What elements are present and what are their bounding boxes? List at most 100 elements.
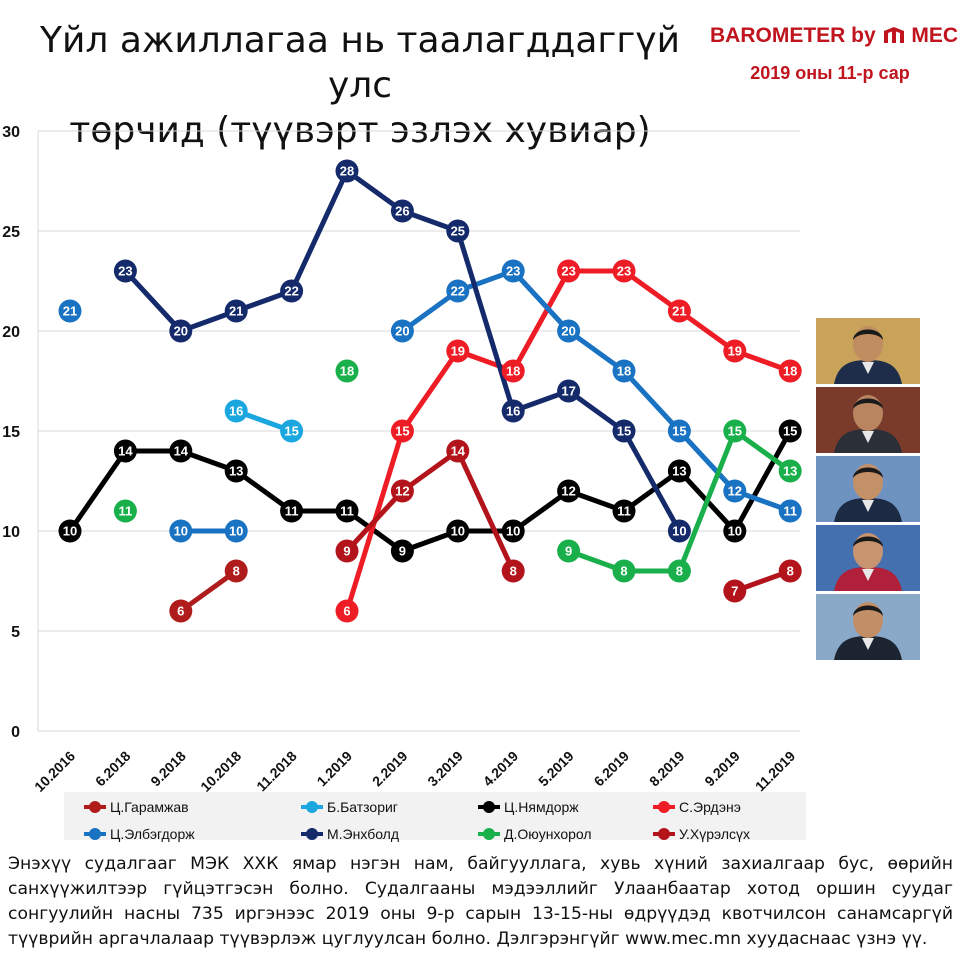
brand-logo-text: MEC: [911, 24, 959, 47]
brand-date: 2019 оны 11-р сар: [750, 63, 910, 83]
data-point: [390, 479, 414, 503]
data-point: [612, 499, 636, 523]
data-label: 23: [506, 264, 520, 279]
data-point: [778, 499, 802, 523]
data-label: 20: [395, 324, 409, 339]
data-label: 13: [229, 464, 243, 479]
portrait-image: [816, 594, 920, 660]
portrait-photo: [816, 525, 920, 591]
data-label: 10: [728, 524, 742, 539]
data-label: 19: [728, 344, 742, 359]
data-point: [501, 519, 525, 543]
x-tick-label: 11.2018: [253, 748, 300, 795]
data-label: 23: [118, 264, 132, 279]
data-label: 8: [787, 564, 794, 579]
data-point: [169, 319, 193, 343]
legend-label: Ц.Элбэгдорж: [110, 826, 195, 842]
data-label: 11: [119, 504, 133, 519]
series-points: 6 8 16 15 10 14 14 13 11 11 9 10 10 12 11 13 10 15 6 15 19 18…: [58, 159, 802, 623]
data-label: 18: [506, 364, 520, 379]
legend-swatch-marker: [658, 801, 670, 813]
data-label: 26: [395, 204, 409, 219]
data-point: [113, 499, 137, 523]
portrait-photo: [816, 594, 920, 660]
x-tick-label: 11.2019: [752, 748, 799, 795]
portrait-image: [816, 318, 920, 384]
x-tick-label: 10.2016: [31, 748, 78, 795]
data-label: 18: [783, 364, 797, 379]
data-point: [280, 499, 304, 523]
series-line-У.Хүрэлсүх: [344, 448, 516, 574]
x-tick-label: 4.2019: [480, 748, 522, 790]
data-point: [612, 259, 636, 283]
data-label: 14: [174, 444, 189, 459]
data-label: 10: [451, 524, 465, 539]
portrait-photo: [816, 387, 920, 453]
data-label: 21: [672, 304, 686, 319]
data-label: 16: [506, 404, 520, 419]
data-label: 12: [728, 484, 742, 499]
data-point: [335, 499, 359, 523]
data-point: [723, 339, 747, 363]
data-point: [335, 539, 359, 563]
data-point: [557, 479, 581, 503]
data-label: 19: [451, 344, 465, 359]
data-label: 15: [617, 424, 631, 439]
data-point: [501, 399, 525, 423]
data-label: 15: [672, 424, 686, 439]
data-label: 15: [284, 424, 298, 439]
data-label: 7: [731, 584, 738, 599]
data-point: [224, 459, 248, 483]
legend-swatch-marker: [89, 828, 101, 840]
legend-label: Б.Батзориг: [327, 799, 398, 815]
legend-label: Ц.Нямдорж: [504, 799, 579, 815]
data-point: [446, 519, 470, 543]
data-label: 22: [284, 284, 298, 299]
legend-swatch-marker: [306, 828, 318, 840]
x-tick-label: 9.2018: [147, 748, 189, 790]
data-label: 9: [565, 544, 572, 559]
x-tick-label: 9.2019: [701, 748, 743, 790]
data-point: [501, 559, 525, 583]
data-label: 9: [343, 544, 350, 559]
data-point: [390, 199, 414, 223]
data-label: 6: [343, 604, 350, 619]
legend-swatch-marker: [89, 801, 101, 813]
data-label: 16: [229, 404, 243, 419]
data-label: 22: [451, 284, 465, 299]
legend-swatch-marker: [483, 801, 495, 813]
data-point: [667, 559, 691, 583]
data-label: 15: [395, 424, 409, 439]
legend-swatch-marker: [658, 828, 670, 840]
data-point: [667, 419, 691, 443]
x-tick-label: 3.2019: [424, 748, 466, 790]
portrait-photo: [816, 318, 920, 384]
data-label: 10: [63, 524, 77, 539]
y-tick-label: 15: [2, 424, 20, 441]
data-label: 18: [617, 364, 631, 379]
data-point: [723, 419, 747, 443]
data-point: [335, 159, 359, 183]
data-point: [446, 219, 470, 243]
data-label: 8: [233, 564, 240, 579]
data-point: [390, 419, 414, 443]
data-label: 28: [340, 164, 354, 179]
data-label: 11: [285, 504, 299, 519]
data-label: 9: [399, 544, 406, 559]
legend-label: Д.Оюунхорол: [504, 826, 592, 842]
data-label: 20: [174, 324, 188, 339]
data-label: 10: [506, 524, 520, 539]
data-point: [723, 479, 747, 503]
legend-label: С.Эрдэнэ: [679, 799, 741, 815]
x-tick-label: 2.2019: [369, 748, 411, 790]
legend-swatch-marker: [483, 828, 495, 840]
data-point: [557, 379, 581, 403]
data-point: [557, 259, 581, 283]
y-tick-label: 10: [2, 524, 20, 541]
data-point: [778, 559, 802, 583]
data-point: [224, 399, 248, 423]
data-label: 17: [561, 384, 575, 399]
data-point: [612, 359, 636, 383]
data-point: [280, 419, 304, 443]
